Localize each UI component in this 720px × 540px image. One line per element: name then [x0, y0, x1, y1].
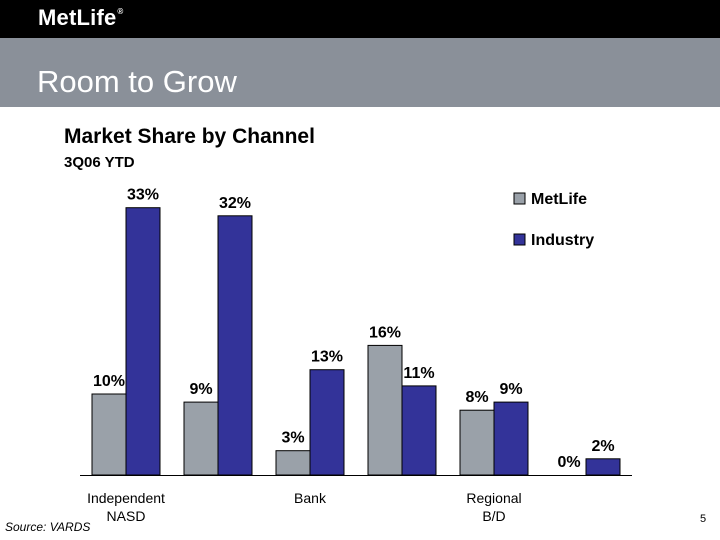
category-label: B/D	[482, 508, 505, 524]
bar-industry	[401, 385, 437, 476]
data-label-industry: 13%	[311, 349, 343, 366]
data-label-industry: 32%	[219, 195, 251, 212]
metlife-logo: MetLife®	[38, 5, 124, 30]
category-label: Regional	[466, 490, 521, 506]
legend-label-industry: Industry	[531, 232, 594, 249]
data-label-industry: 33%	[127, 187, 159, 204]
page-number: 5	[700, 513, 707, 525]
bar-industry	[309, 369, 345, 476]
data-label-industry: 9%	[499, 381, 522, 398]
bar-industry	[217, 215, 253, 476]
top-bar: MetLife®	[0, 0, 720, 38]
title-bar	[0, 38, 720, 107]
data-label-metlife: 3%	[281, 430, 304, 447]
data-label-industry: 2%	[591, 438, 614, 455]
category-label: NASD	[107, 508, 146, 524]
bar-metlife	[91, 393, 127, 476]
legend-label-metlife: MetLife	[531, 191, 587, 208]
bar-industry	[493, 401, 529, 476]
bar-industry	[585, 458, 621, 476]
chart-subtitle: 3Q06 YTD	[64, 154, 135, 171]
category-label: Independent	[87, 490, 165, 506]
data-label-metlife: 0%	[557, 454, 580, 471]
bar-industry	[125, 207, 161, 476]
source-note: Source: VARDS	[5, 520, 91, 534]
bar-metlife	[183, 401, 219, 476]
slide-title: Room to Grow	[37, 64, 237, 99]
data-label-metlife: 9%	[189, 381, 212, 398]
bar-metlife	[459, 409, 495, 476]
bar-metlife	[275, 450, 311, 476]
legend-swatch-industry	[513, 233, 526, 246]
data-label-metlife: 8%	[465, 389, 488, 406]
chart-title: Market Share by Channel	[64, 125, 315, 148]
data-label-metlife: 16%	[369, 324, 401, 341]
data-label-metlife: 10%	[93, 373, 125, 390]
bar-metlife	[367, 344, 403, 476]
data-label-industry: 11%	[403, 365, 434, 382]
category-label: Bank	[294, 490, 327, 506]
legend-swatch-metlife	[513, 192, 526, 205]
